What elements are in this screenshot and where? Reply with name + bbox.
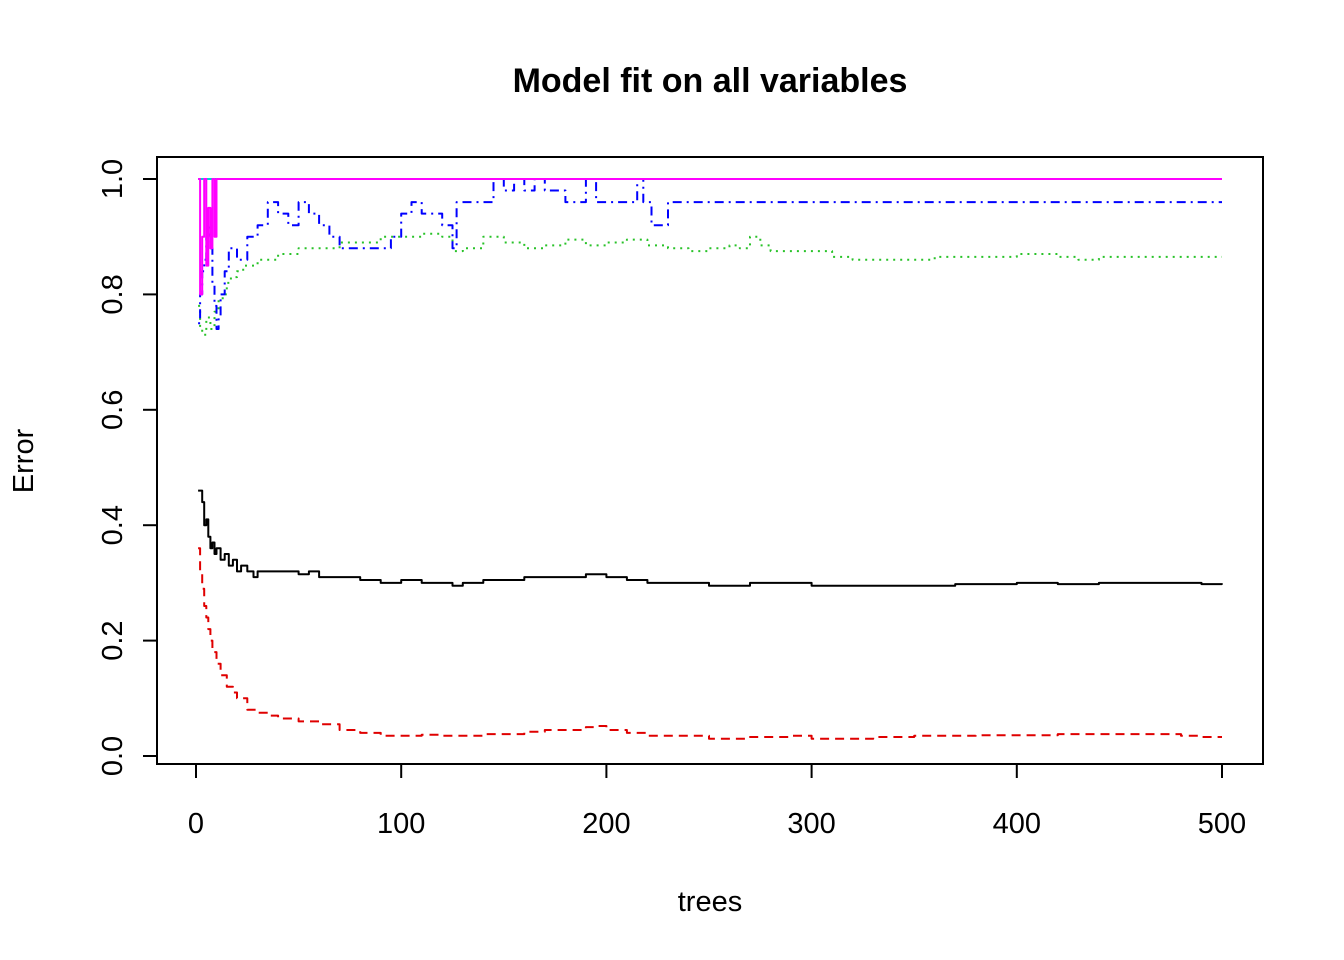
y-tick-label: 0.2 — [97, 620, 129, 660]
x-tick-label: 400 — [993, 808, 1041, 840]
y-tick-label: 0.0 — [97, 736, 129, 776]
y-axis-label: Error — [8, 428, 40, 493]
series-layer — [198, 178, 1223, 740]
y-tick-label: 0.8 — [97, 274, 129, 314]
x-tick-label: 500 — [1198, 808, 1246, 840]
y-axis: 0.0 0.2 0.4 0.6 0.8 1.0 — [97, 159, 158, 776]
series-line-4 — [198, 178, 1222, 330]
x-axis: 0 100 200 300 400 500 — [188, 763, 1246, 840]
x-tick-label: 0 — [188, 808, 204, 840]
series-line-6 — [198, 178, 1222, 296]
y-tick-label: 1.0 — [97, 159, 129, 199]
series-line-3 — [198, 232, 1222, 336]
y-tick-label: 0.6 — [97, 390, 129, 430]
series-line-1 — [198, 489, 1223, 587]
x-tick-label: 200 — [582, 808, 630, 840]
series-line-2 — [198, 547, 1222, 740]
y-tick-label: 0.4 — [97, 505, 129, 545]
x-axis-label: trees — [678, 886, 742, 918]
x-tick-label: 300 — [787, 808, 835, 840]
x-tick-label: 100 — [377, 808, 425, 840]
chart-title: Model fit on all variables — [513, 62, 908, 100]
